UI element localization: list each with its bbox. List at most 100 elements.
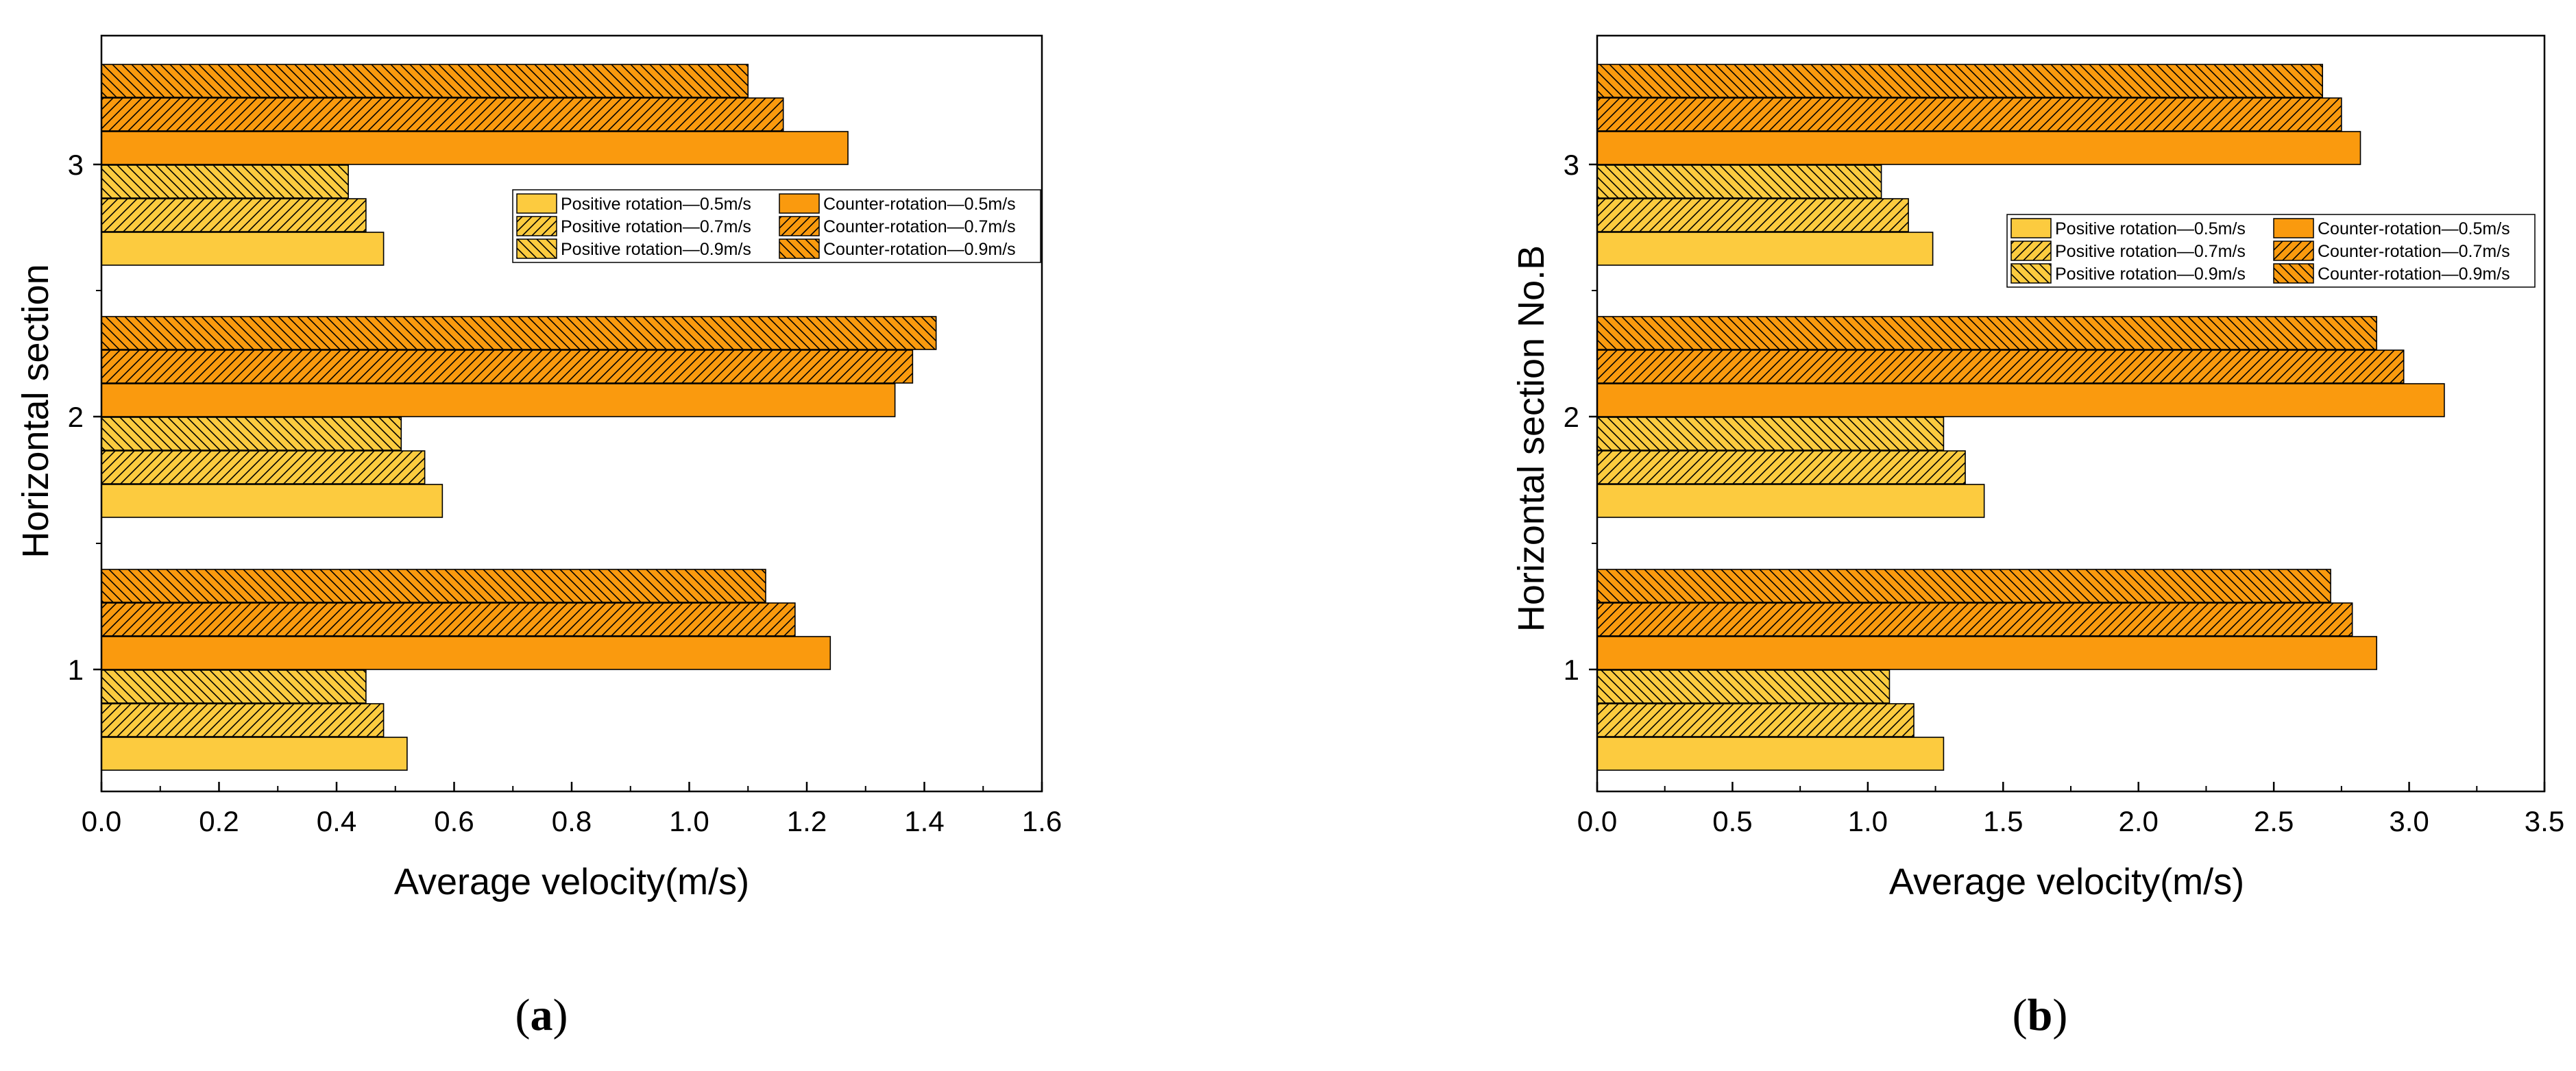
bar-3-series-3: [101, 131, 849, 165]
y-tick-label: 1: [68, 654, 84, 686]
x-tick-label: 0.5: [1712, 805, 1752, 837]
legend-swatch: [2273, 218, 2314, 238]
legend-label: Counter-rotation—0.7m/s: [823, 217, 1016, 236]
x-tick-label: 3.0: [2389, 805, 2429, 837]
legend-swatch: [2273, 241, 2314, 261]
bar-2-series-0: [101, 484, 443, 518]
x-tick-label: 1.6: [1022, 805, 1062, 837]
legend-box: [2006, 214, 2536, 288]
bar-2-series-1: [1596, 450, 1966, 484]
y-tick-label: 3: [1564, 149, 1579, 181]
bar-2-series-3: [101, 383, 896, 417]
bar-2-series-5: [101, 316, 937, 350]
legend-label: Counter-rotation—0.5m/s: [823, 195, 1016, 214]
caption-letter: a: [531, 990, 553, 1040]
legend-label: Counter-rotation—0.7m/s: [2318, 242, 2510, 261]
x-tick-label: 1.5: [1983, 805, 2023, 837]
bar-3-series-1: [101, 198, 367, 232]
bar-3-series-4: [1596, 97, 2342, 132]
bar-2-series-2: [1596, 417, 1945, 451]
x-tick-label: 0.8: [552, 805, 592, 837]
x-tick-label: 0.0: [82, 805, 121, 837]
bar-1-series-4: [101, 602, 796, 637]
bar-1-series-1: [101, 703, 385, 737]
chart-panel-a: 0.0 0.2 0.4 0.6 0.8 1.0 1.2 1.4 1.6 1 2 3 Average ve…: [15, 34, 1062, 1040]
caption-letter: b: [2028, 990, 2053, 1040]
caption-open: (: [515, 990, 531, 1040]
bar-3-series-4: [101, 97, 784, 132]
caption-close: ): [2052, 990, 2067, 1040]
y-tick-label: 2: [68, 401, 84, 433]
x-tick-label: 1.0: [1848, 805, 1888, 837]
x-tick-label: 3.5: [2525, 805, 2564, 837]
bar-1-series-5: [1596, 569, 2331, 603]
legend-box: [512, 189, 1041, 263]
bar-1-series-0: [1596, 737, 1945, 771]
legend-swatch: [2273, 263, 2314, 284]
x-tick-label: 0.2: [199, 805, 239, 837]
x-axis-title: Average velocity(m/s): [1889, 861, 2244, 902]
y-axis-title: Horizontal section: [15, 264, 56, 558]
legend: Positive rotation—0.5m/s Positive rotatio…: [2006, 214, 2536, 288]
legend-swatch: [779, 193, 820, 214]
caption-close: ): [553, 990, 568, 1040]
panel-caption: (b): [2013, 990, 2068, 1040]
chart-panel-b: 0.0 0.5 1.0 1.5 2.0 2.5 3.0 3.5 1 2 3 Average veloc…: [1511, 34, 2564, 1040]
legend-swatch: [516, 238, 557, 259]
x-tick-label: 0.4: [317, 805, 356, 837]
legend-swatch: [2010, 263, 2052, 284]
x-tick-label: 2.0: [2119, 805, 2159, 837]
legend-swatch: [2010, 218, 2052, 238]
bar-3-series-5: [1596, 64, 2324, 98]
legend-swatch: [516, 193, 557, 214]
y-tick-label: 1: [1564, 654, 1579, 686]
bar-3-series-2: [1596, 164, 1882, 199]
bar-3-series-5: [101, 64, 749, 98]
bar-1-series-1: [1596, 703, 1915, 737]
bar-3-series-1: [1596, 198, 1909, 232]
bar-3-series-0: [101, 232, 385, 266]
bar-1-series-0: [101, 737, 408, 771]
bar-2-series-3: [1596, 383, 2445, 417]
legend-label: Positive rotation—0.9m/s: [2055, 264, 2246, 284]
bar-1-series-4: [1596, 602, 2353, 637]
legend-swatch: [2010, 241, 2052, 261]
bar-1-series-3: [101, 636, 831, 670]
x-tick-label: 1.0: [669, 805, 709, 837]
legend-label: Positive rotation—0.9m/s: [561, 240, 751, 259]
bar-3-series-0: [1596, 232, 1934, 266]
x-tick-label: 1.2: [787, 805, 827, 837]
x-tick-label: 1.4: [904, 805, 944, 837]
bar-2-series-4: [1596, 349, 2405, 384]
x-tick-label: 2.5: [2254, 805, 2294, 837]
legend-swatch: [779, 238, 820, 259]
legend: Positive rotation—0.5m/s Positive rotatio…: [512, 189, 1041, 263]
legend-swatch: [779, 216, 820, 236]
legend-label: Counter-rotation—0.5m/s: [2318, 219, 2510, 238]
x-tick-label: 0.6: [434, 805, 474, 837]
bar-1-series-2: [1596, 669, 1891, 704]
bar-2-series-2: [101, 417, 402, 451]
bar-1-series-5: [101, 569, 766, 603]
bar-1-series-2: [101, 669, 367, 704]
legend-label: Counter-rotation—0.9m/s: [823, 240, 1016, 259]
legend-swatch: [516, 216, 557, 236]
y-tick-label: 3: [68, 149, 84, 181]
bar-2-series-0: [1596, 484, 1985, 518]
y-axis-title: Horizontal section No.B: [1511, 245, 1552, 632]
panel-caption: (a): [515, 990, 568, 1040]
legend-label: Counter-rotation—0.9m/s: [2318, 264, 2510, 284]
bar-2-series-5: [1596, 316, 2377, 350]
bar-3-series-3: [1596, 131, 2361, 165]
x-tick-label: 0.0: [1577, 805, 1617, 837]
bar-2-series-1: [101, 450, 426, 484]
bar-3-series-2: [101, 164, 349, 199]
legend-label: Positive rotation—0.7m/s: [561, 217, 751, 236]
legend-label: Positive rotation—0.5m/s: [2055, 219, 2246, 238]
bar-1-series-3: [1596, 636, 2377, 670]
legend-label: Positive rotation—0.5m/s: [561, 195, 751, 214]
caption-open: (: [2013, 990, 2028, 1040]
x-axis-title: Average velocity(m/s): [394, 861, 749, 902]
bar-2-series-4: [101, 349, 914, 384]
